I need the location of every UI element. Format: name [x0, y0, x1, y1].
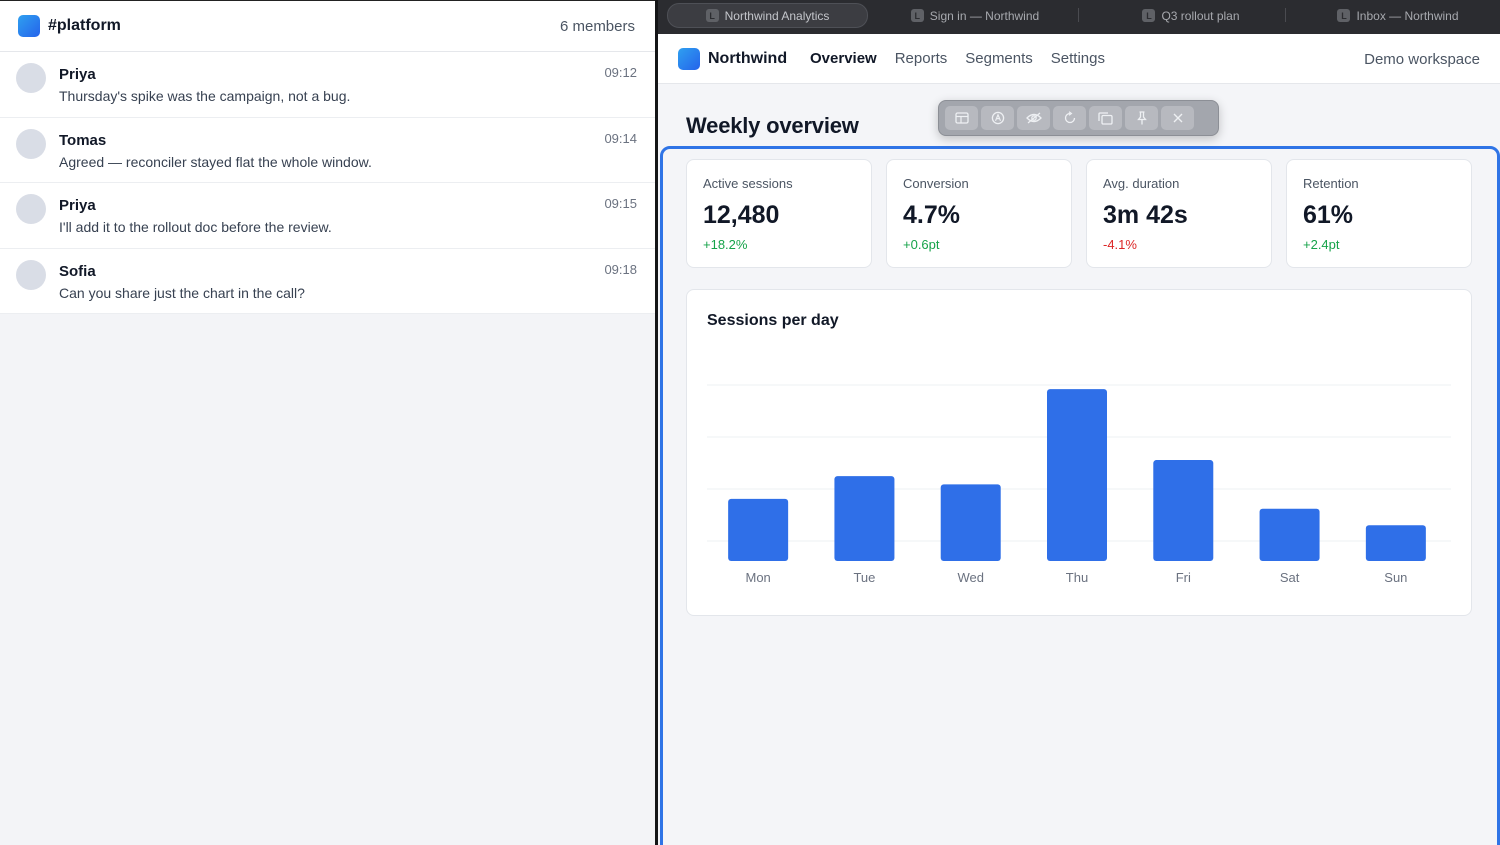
kpi-value: 4.7%: [903, 201, 960, 229]
bar-tue[interactable]: [834, 476, 895, 561]
message-time: 09:12: [604, 65, 637, 80]
nav-settings[interactable]: Settings: [1050, 50, 1105, 67]
member-count[interactable]: 6 members: [559, 17, 635, 35]
message[interactable]: Priya 09:12 Thursday's spike was the cam…: [0, 52, 655, 118]
brand-name[interactable]: Northwind: [708, 50, 788, 67]
x-tick-label: Sat: [1280, 570, 1300, 585]
page-title: Weekly overview: [686, 113, 859, 138]
browser-window: L Northwind Analytics L Sign in — Northw…: [658, 0, 1500, 845]
tab-separator: [1285, 8, 1286, 22]
kpi-card-active-sessions: Active sessions 12,480 +18.2%: [686, 159, 872, 268]
avatar[interactable]: [16, 128, 46, 159]
close-icon[interactable]: [1161, 106, 1194, 130]
bar-mon[interactable]: [728, 498, 789, 561]
tab-separator: [1078, 8, 1079, 22]
kpi-label: Avg. duration: [1103, 176, 1180, 191]
kpi-card-retention: Retention 61% +2.4pt: [1286, 159, 1472, 268]
pin-icon[interactable]: [1125, 106, 1158, 130]
tab-label: Sign in — Northwind: [929, 8, 1040, 23]
workspace-switcher[interactable]: Demo workspace: [1364, 51, 1480, 68]
kpi-delta: +2.4pt: [1303, 237, 1340, 252]
chat-pane: #platform 6 members Priya 09:12 Thursday…: [0, 0, 655, 845]
kpi-label: Retention: [1303, 176, 1359, 191]
layout-icon[interactable]: [945, 106, 978, 130]
message-time: 09:18: [604, 261, 637, 277]
tab-sign-in[interactable]: L Sign in — Northwind: [890, 3, 1060, 28]
bar-fri[interactable]: [1153, 460, 1214, 561]
favicon-icon: L: [910, 9, 924, 22]
x-tick-label: Tue: [853, 570, 875, 585]
copy-icon[interactable]: [1089, 106, 1122, 130]
message-author[interactable]: Sofia: [59, 262, 96, 280]
x-tick-label: Wed: [957, 570, 984, 585]
kpi-delta: -4.1%: [1103, 237, 1137, 252]
kpi-value: 3m 42s: [1103, 201, 1188, 229]
x-tick-label: Mon: [745, 570, 770, 585]
message[interactable]: Sofia 09:18 Can you share just the chart…: [0, 248, 655, 314]
avatar[interactable]: [16, 194, 46, 224]
message-author[interactable]: Tomas: [59, 131, 107, 149]
brand-logo[interactable]: [678, 48, 700, 70]
kpi-card-conversion: Conversion 4.7% +0.6pt: [886, 159, 1072, 268]
sessions-bar-chart: Mon Tue Wed Thu Fri Sat Sun: [707, 384, 1451, 585]
tab-q3-rollout-plan[interactable]: L Q3 rollout plan: [1106, 3, 1276, 28]
tab-label: Inbox — Northwind: [1356, 8, 1459, 23]
message-author[interactable]: Priya: [59, 66, 96, 83]
message[interactable]: Priya 09:15 I'll add it to the rollout d…: [0, 183, 655, 249]
message-text: I'll add it to the rollout doc before th…: [59, 219, 332, 235]
favicon-icon: L: [1337, 9, 1351, 22]
app-navbar: Northwind Overview Reports Segments Sett…: [658, 34, 1500, 84]
x-tick-label: Sun: [1384, 570, 1407, 585]
x-tick-label: Thu: [1066, 570, 1088, 585]
refresh-icon[interactable]: [1053, 106, 1086, 130]
message-author[interactable]: Priya: [59, 197, 96, 214]
x-tick-label: Fri: [1176, 570, 1191, 585]
kpi-value: 12,480: [703, 201, 780, 229]
message-text: Can you share just the chart in the call…: [59, 284, 305, 301]
tab-inbox[interactable]: L Inbox — Northwind: [1313, 3, 1483, 28]
split-divider[interactable]: [655, 0, 658, 845]
bar-wed[interactable]: [940, 484, 1001, 561]
channel-name[interactable]: #platform: [48, 17, 121, 34]
nav-segments[interactable]: Segments: [965, 50, 1033, 67]
favicon-icon: L: [1142, 9, 1156, 22]
message-time: 09:14: [604, 130, 637, 146]
bar-sat[interactable]: [1259, 508, 1320, 561]
tab-bar: L Northwind Analytics L Sign in — Northw…: [658, 0, 1500, 34]
annotate-icon[interactable]: [981, 106, 1014, 130]
nav-overview[interactable]: Overview: [810, 50, 877, 67]
nav-reports[interactable]: Reports: [894, 50, 948, 67]
channel-header: #platform 6 members: [0, 0, 655, 52]
sessions-chart-card: Sessions per day Mon Tue Wed Thu Fri Sat Sun: [686, 289, 1472, 616]
message[interactable]: Tomas 09:14 Agreed — reconciler stayed f…: [0, 117, 655, 183]
kpi-label: Active sessions: [703, 176, 793, 191]
kpi-delta: +18.2%: [703, 237, 748, 252]
tab-northwind-analytics[interactable]: L Northwind Analytics: [667, 3, 868, 28]
kpi-value: 61%: [1303, 201, 1354, 229]
share-region-outline: [660, 146, 1500, 845]
main-nav: Overview Reports Segments Settings: [810, 50, 1105, 67]
share-toolbar: [938, 100, 1219, 136]
message-time: 09:15: [604, 196, 637, 211]
tab-label: Q3 rollout plan: [1161, 8, 1240, 23]
tab-label: Northwind Analytics: [724, 8, 830, 23]
channel-logo: [18, 15, 40, 37]
kpi-card-avg-duration: Avg. duration 3m 42s -4.1%: [1086, 159, 1272, 268]
message-text: Thursday's spike was the campaign, not a…: [59, 88, 351, 104]
kpi-label: Conversion: [903, 176, 969, 191]
chart-title: Sessions per day: [707, 312, 839, 329]
bar-sun[interactable]: [1365, 525, 1426, 561]
message-text: Agreed — reconciler stayed flat the whol…: [59, 153, 372, 170]
bar-thu[interactable]: [1047, 389, 1107, 561]
avatar[interactable]: [16, 259, 46, 290]
hide-icon[interactable]: [1017, 106, 1050, 130]
avatar[interactable]: [16, 63, 46, 93]
favicon-icon: L: [705, 9, 719, 22]
kpi-delta: +0.6pt: [903, 237, 940, 252]
